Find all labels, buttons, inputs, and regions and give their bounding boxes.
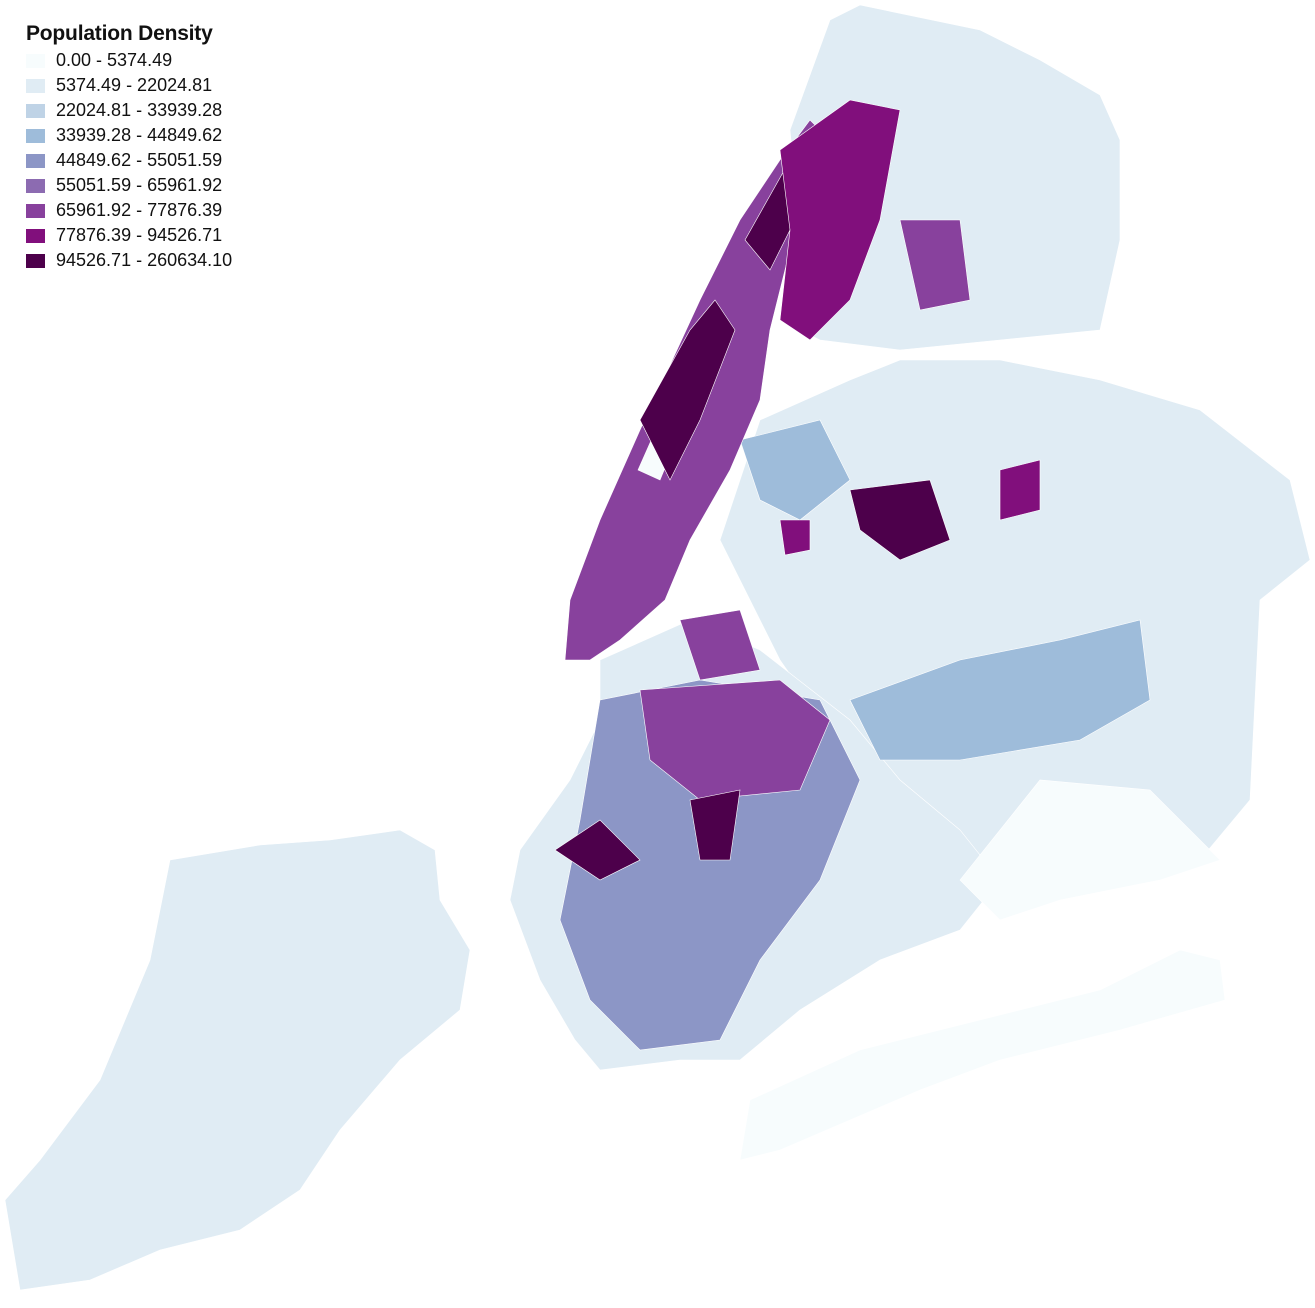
brooklyn-borough-park-density (689, 789, 741, 861)
legend-label: 5374.49 - 22024.81 (56, 75, 213, 95)
legend-swatch (26, 53, 45, 68)
legend-label: 33939.28 - 44849.62 (56, 125, 223, 145)
legend-label: 94526.71 - 260634.10 (56, 250, 233, 270)
rockaways (739, 949, 1226, 1161)
legend-item: 44849.62 - 55051.59 (26, 148, 232, 173)
brooklyn-south-density (554, 819, 641, 881)
legend-swatch (26, 103, 45, 118)
legend-item: 94526.71 - 260634.10 (26, 248, 232, 273)
jfk-area (959, 779, 1221, 921)
legend-label: 77876.39 - 94526.71 (56, 225, 223, 245)
staten-island (4, 829, 471, 1291)
manhattan-high-density (639, 299, 736, 481)
legend-swatch (26, 78, 45, 93)
legend-swatch (26, 228, 45, 243)
legend-label: 55051.59 - 65961.92 (56, 175, 223, 195)
legend-label: 65961.92 - 77876.39 (56, 200, 223, 220)
legend-item: 77876.39 - 94526.71 (26, 223, 232, 248)
legend-swatch (26, 253, 45, 268)
queens-mid-density (849, 619, 1151, 761)
legend-item: 55051.59 - 65961.92 (26, 173, 232, 198)
legend-label: 0.00 - 5374.49 (56, 50, 173, 70)
queens-jackson-heights-density (849, 479, 951, 561)
legend-item: 65961.92 - 77876.39 (26, 198, 232, 223)
bronx-east-density (899, 219, 971, 311)
queens-corona-density (779, 519, 811, 556)
legend-swatch (26, 128, 45, 143)
legend-item: 5374.49 - 22024.81 (26, 73, 232, 98)
legend-title: Population Density (26, 22, 213, 45)
legend-label: 22024.81 - 33939.28 (56, 100, 223, 120)
legend-swatch (26, 178, 45, 193)
legend-swatch (26, 203, 45, 218)
legend-swatch (26, 153, 45, 168)
legend-item: 33939.28 - 44849.62 (26, 123, 232, 148)
bronx-high-density (779, 99, 901, 341)
legend: Population Density 0.00 - 5374.49 5374.49… (26, 22, 232, 273)
queens-west-density (739, 419, 851, 521)
legend-label: 44849.62 - 55051.59 (56, 150, 223, 170)
brooklyn-north-density (679, 609, 761, 681)
brooklyn-central-density (639, 679, 831, 801)
legend-item: 22024.81 - 33939.28 (26, 98, 232, 123)
legend-item: 0.00 - 5374.49 (26, 48, 232, 73)
queens-flushing-density (999, 459, 1041, 521)
